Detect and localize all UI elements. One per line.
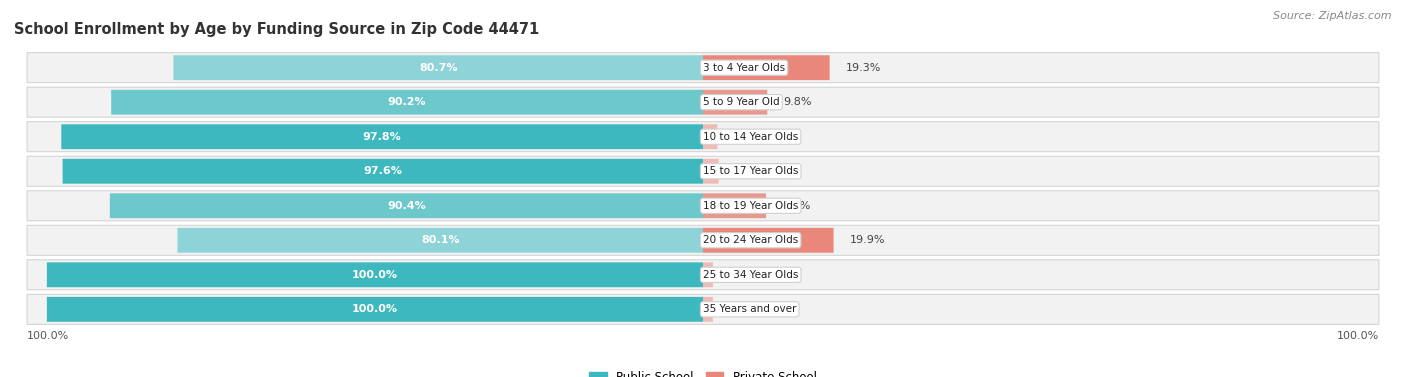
Text: Source: ZipAtlas.com: Source: ZipAtlas.com [1274, 11, 1392, 21]
Text: 100.0%: 100.0% [352, 304, 398, 314]
FancyBboxPatch shape [27, 87, 1379, 117]
FancyBboxPatch shape [62, 124, 703, 149]
FancyBboxPatch shape [703, 228, 834, 253]
FancyBboxPatch shape [63, 159, 703, 184]
FancyBboxPatch shape [703, 159, 718, 184]
Text: 100.0%: 100.0% [27, 331, 69, 341]
Text: 19.3%: 19.3% [846, 63, 882, 73]
Text: 10 to 14 Year Olds: 10 to 14 Year Olds [703, 132, 799, 142]
FancyBboxPatch shape [110, 193, 703, 218]
Text: 20 to 24 Year Olds: 20 to 24 Year Olds [703, 235, 799, 245]
Text: 9.8%: 9.8% [783, 97, 813, 107]
FancyBboxPatch shape [703, 55, 830, 80]
Text: 15 to 17 Year Olds: 15 to 17 Year Olds [703, 166, 799, 176]
Text: 35 Years and over: 35 Years and over [703, 304, 796, 314]
FancyBboxPatch shape [703, 124, 717, 149]
Text: 90.2%: 90.2% [388, 97, 426, 107]
Text: 100.0%: 100.0% [1337, 331, 1379, 341]
Text: 80.7%: 80.7% [419, 63, 457, 73]
Text: 0.0%: 0.0% [725, 270, 754, 280]
FancyBboxPatch shape [111, 90, 703, 115]
Text: 97.8%: 97.8% [363, 132, 402, 142]
Text: 3 to 4 Year Olds: 3 to 4 Year Olds [703, 63, 785, 73]
FancyBboxPatch shape [27, 225, 1379, 255]
Text: 9.6%: 9.6% [782, 201, 811, 211]
FancyBboxPatch shape [173, 55, 703, 80]
Text: 18 to 19 Year Olds: 18 to 19 Year Olds [703, 201, 799, 211]
Text: 80.1%: 80.1% [420, 235, 460, 245]
FancyBboxPatch shape [703, 262, 713, 287]
FancyBboxPatch shape [27, 294, 1379, 324]
Text: 25 to 34 Year Olds: 25 to 34 Year Olds [703, 270, 799, 280]
FancyBboxPatch shape [703, 297, 713, 322]
FancyBboxPatch shape [27, 260, 1379, 290]
FancyBboxPatch shape [27, 122, 1379, 152]
FancyBboxPatch shape [177, 228, 703, 253]
Legend: Public School, Private School: Public School, Private School [585, 366, 821, 377]
Text: 2.2%: 2.2% [734, 132, 762, 142]
FancyBboxPatch shape [703, 193, 766, 218]
Text: 90.4%: 90.4% [387, 201, 426, 211]
FancyBboxPatch shape [27, 156, 1379, 186]
FancyBboxPatch shape [46, 262, 703, 287]
Text: 97.6%: 97.6% [363, 166, 402, 176]
Text: 100.0%: 100.0% [352, 270, 398, 280]
FancyBboxPatch shape [27, 191, 1379, 221]
Text: School Enrollment by Age by Funding Source in Zip Code 44471: School Enrollment by Age by Funding Sour… [14, 22, 540, 37]
Text: 2.4%: 2.4% [735, 166, 763, 176]
FancyBboxPatch shape [703, 90, 768, 115]
FancyBboxPatch shape [27, 53, 1379, 83]
Text: 19.9%: 19.9% [851, 235, 886, 245]
Text: 5 to 9 Year Old: 5 to 9 Year Old [703, 97, 779, 107]
Text: 0.0%: 0.0% [725, 304, 754, 314]
FancyBboxPatch shape [46, 297, 703, 322]
